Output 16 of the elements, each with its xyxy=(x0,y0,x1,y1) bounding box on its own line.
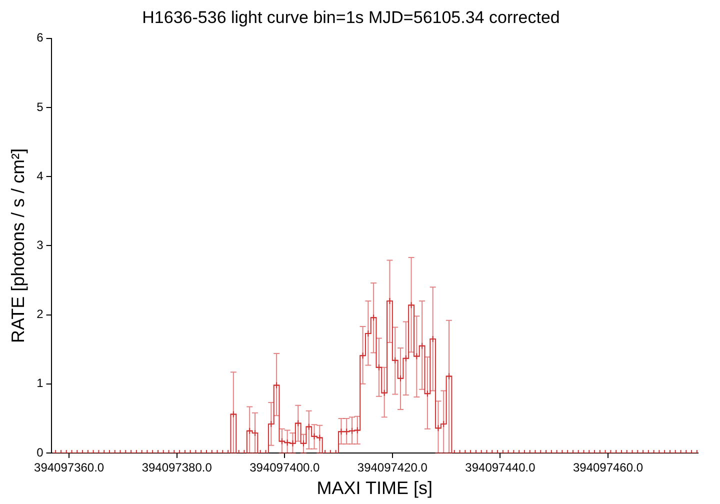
y-tick-label: 2 xyxy=(36,307,44,322)
y-tick-label: 3 xyxy=(36,238,44,252)
x-axis-title: MAXI TIME [s] xyxy=(316,478,432,498)
x-tick-label: 394097360.0 xyxy=(34,460,104,475)
x-tick-label: 394097380.0 xyxy=(142,460,212,475)
x-tick-label: 394097400.0 xyxy=(250,460,320,475)
chart-title: H1636-536 light curve bin=1s MJD=56105.34 corrected xyxy=(142,8,560,27)
x-tick-label: 394097440.0 xyxy=(465,460,536,475)
y-axis-title: RATE [photons / s / cm²] xyxy=(8,148,28,344)
y-tick-label: 0 xyxy=(36,445,44,460)
y-tick-label: 6 xyxy=(36,30,44,45)
x-tick-label: 394097460.0 xyxy=(572,460,644,475)
y-tick-label: 4 xyxy=(36,168,44,183)
x-tick-label: 394097420.0 xyxy=(357,460,428,475)
y-tick-label: 1 xyxy=(36,376,44,390)
y-tick-label: 5 xyxy=(36,100,44,114)
